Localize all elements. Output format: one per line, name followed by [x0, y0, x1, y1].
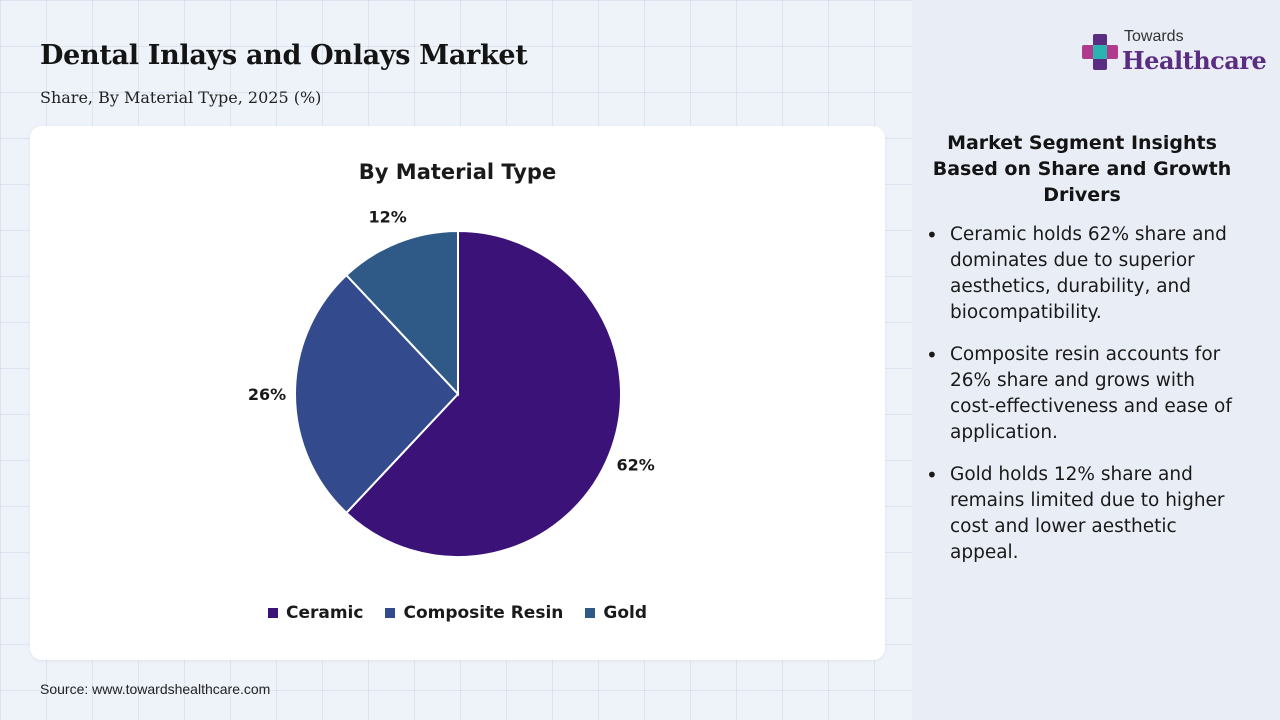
- insights-list: Ceramic holds 62% share and dominates du…: [922, 222, 1242, 582]
- page-title: Dental Inlays and Onlays Market: [40, 40, 528, 71]
- legend-item-ceramic: Ceramic: [267, 603, 364, 623]
- page-subtitle: Share, By Material Type, 2025 (%): [40, 88, 322, 107]
- data-label-gold: 12%: [369, 207, 407, 226]
- chart-legend: Ceramic Composite Resin Gold: [30, 603, 885, 623]
- legend-label-gold: Gold: [603, 603, 648, 623]
- data-label-composite-resin: 26%: [248, 385, 286, 404]
- insight-item-ceramic: Ceramic holds 62% share and dominates du…: [922, 222, 1242, 326]
- chart-card: By Material Type 62% 26% 12% Ceramic Compo…: [30, 126, 885, 660]
- legend-label-ceramic: Ceramic: [285, 603, 364, 623]
- medical-cross-icon: [1082, 34, 1118, 70]
- legend-swatch-composite-resin: [385, 608, 396, 618]
- legend-label-composite-resin: Composite Resin: [403, 603, 564, 623]
- logo-big-text: Healthcare: [1122, 46, 1267, 75]
- towards-healthcare-logo: Towards Healthcare: [1080, 28, 1267, 78]
- pie-slice-ceramic: [345, 229, 622, 558]
- legend-item-gold: Gold: [585, 603, 647, 623]
- logo-small-text: Towards: [1124, 28, 1184, 45]
- legend-swatch-ceramic: [267, 608, 278, 618]
- legend-swatch-gold: [585, 608, 596, 618]
- insight-item-composite-resin: Composite resin accounts for 26% share a…: [922, 342, 1242, 446]
- chart-title: By Material Type: [358, 160, 557, 184]
- insights-title: Market Segment Insights Based on Share a…: [932, 132, 1232, 206]
- data-label-ceramic: 62%: [616, 455, 654, 474]
- pie-chart: 62% 26% 12%: [248, 207, 655, 558]
- legend-item-composite-resin: Composite Resin: [385, 603, 563, 623]
- source-note: Source: www.towardshealthcare.com: [40, 681, 271, 697]
- pie-slice-composite-resin: [294, 273, 460, 515]
- insight-item-gold: Gold holds 12% share and remains limited…: [922, 462, 1242, 566]
- pie-slice-gold: [345, 229, 459, 397]
